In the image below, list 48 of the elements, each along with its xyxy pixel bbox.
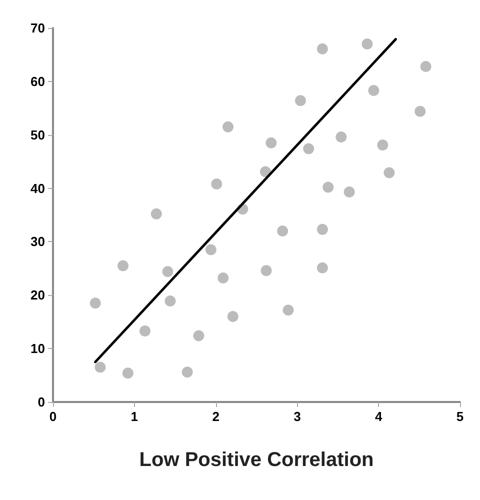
point	[205, 244, 216, 256]
y-tick-label: 60	[30, 74, 45, 89]
point	[139, 325, 150, 336]
point	[336, 131, 347, 142]
x-axis-title: Low Positive Correlation	[139, 449, 374, 471]
point	[414, 106, 426, 117]
point	[122, 368, 134, 379]
point	[162, 266, 174, 278]
x-tick-label: 3	[294, 409, 301, 424]
x-tick-label: 0	[49, 409, 57, 424]
point	[193, 330, 204, 342]
x-tick-label: 1	[130, 409, 138, 424]
point	[362, 38, 373, 50]
point	[218, 272, 229, 284]
x-tick-label: 2	[212, 409, 220, 424]
point	[420, 60, 432, 72]
point	[260, 265, 272, 276]
y-tick-label: 0	[38, 394, 45, 410]
y-tick-label: 40	[30, 180, 45, 196]
point	[377, 140, 388, 151]
y-tick-label: 30	[30, 234, 45, 250]
point	[316, 43, 328, 54]
point	[150, 208, 162, 220]
point	[316, 224, 328, 235]
y-tick-label: 10	[30, 341, 45, 356]
point	[266, 137, 277, 148]
point	[384, 167, 395, 178]
point	[182, 366, 193, 378]
point	[222, 121, 234, 132]
y-tick-label: 70	[30, 20, 45, 36]
point	[344, 186, 355, 198]
point	[90, 298, 101, 309]
point	[368, 85, 380, 96]
point	[211, 178, 222, 190]
point	[118, 260, 129, 272]
point	[282, 304, 294, 316]
point	[316, 262, 328, 274]
point	[303, 143, 314, 154]
point	[294, 95, 306, 106]
y-tick-label: 20	[30, 288, 45, 303]
point	[322, 182, 334, 193]
x-tick-label: 5	[456, 409, 464, 424]
y-tick-label: 50	[30, 127, 45, 142]
point	[164, 296, 176, 307]
point	[94, 362, 106, 373]
x-tick-label: 4	[374, 409, 383, 424]
point	[277, 226, 288, 237]
point	[227, 311, 238, 322]
